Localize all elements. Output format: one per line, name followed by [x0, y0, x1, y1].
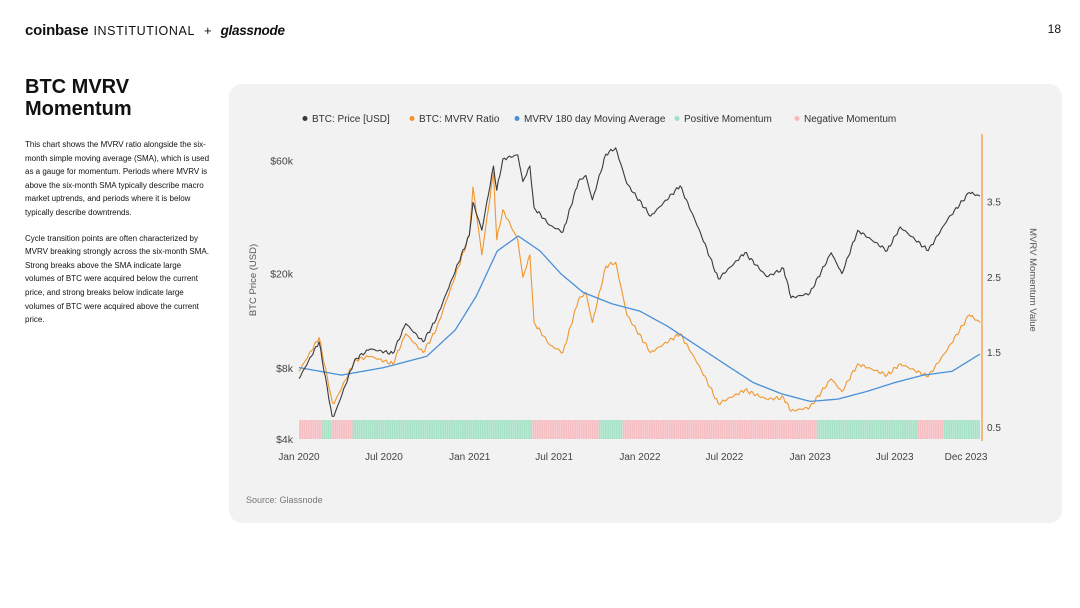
page-number: 18: [1047, 22, 1061, 36]
x-tick-label: Jan 2022: [619, 452, 661, 463]
x-tick-label: Jan 2023: [790, 452, 832, 463]
y-left-tick-label: $8k: [276, 363, 294, 375]
source-note: Source: Glassnode: [246, 495, 323, 505]
page-title: BTC MVRV Momentum: [25, 76, 132, 120]
mvrv-ratio-line: [298, 171, 981, 412]
positive-momentum-band: [944, 420, 980, 439]
chart-card: $4k $8k $20k $60k 0.5 1.5 2.5 3.5 Jan 2020 Jul 20…: [229, 84, 1062, 523]
y-left-tick-label: $4k: [276, 434, 294, 446]
brand-logo: coinbase: [25, 22, 89, 39]
positive-momentum-band: [352, 420, 533, 439]
legend-label: BTC: MVRV Ratio: [419, 114, 500, 125]
negative-momentum-band: [917, 420, 945, 439]
x-tick-label: Jul 2022: [705, 452, 743, 463]
positive-momentum-band: [816, 420, 918, 439]
y-left-tick-label: $60k: [270, 156, 294, 168]
negative-momentum-band: [532, 420, 599, 439]
plus-sign: +: [204, 23, 212, 38]
y-right-tick-label: 1.5: [987, 348, 1001, 359]
report-header: coinbase INSTITUTIONAL + glassnode: [25, 22, 285, 42]
partner-logo: glassnode: [220, 23, 285, 38]
legend-marker: [674, 116, 680, 121]
x-tick-label: Dec 2023: [945, 452, 988, 463]
positive-momentum-band: [322, 420, 332, 439]
x-tick-label: Jul 2021: [535, 452, 573, 463]
positive-momentum-band: [598, 420, 623, 439]
legend-marker: [514, 116, 520, 121]
y-left-tick-label: $20k: [270, 269, 294, 281]
btc-price-line: [298, 147, 981, 418]
y-left-axis-title: BTC Price (USD): [248, 244, 259, 316]
x-tick-label: Jul 2023: [876, 452, 914, 463]
description-paragraph-2: Cycle transition points are often charac…: [25, 233, 209, 325]
mvrv-sma-line: [298, 235, 981, 403]
legend-label: BTC: Price [USD]: [312, 114, 390, 125]
negative-momentum-band: [299, 420, 323, 439]
legend-marker: [409, 116, 415, 121]
negative-momentum-band: [331, 420, 353, 439]
x-tick-label: Jul 2020: [365, 452, 403, 463]
x-tick-label: Jan 2020: [278, 452, 320, 463]
legend-label: Positive Momentum: [684, 114, 772, 125]
x-tick-label: Jan 2021: [449, 452, 491, 463]
description-paragraph-1: This chart shows the MVRV ratio alongsid…: [25, 140, 210, 217]
y-right-tick-label: 3.5: [987, 198, 1001, 209]
negative-momentum-band: [622, 420, 817, 439]
legend-marker: [794, 116, 800, 121]
mvrv-momentum-chart: $4k $8k $20k $60k 0.5 1.5 2.5 3.5 Jan 2020 Jul 20…: [248, 114, 1038, 463]
y-right-tick-label: 2.5: [987, 273, 1001, 284]
legend-label: MVRV 180 day Moving Average: [524, 114, 666, 125]
legend-marker: [302, 116, 308, 121]
brand-subtitle: INSTITUTIONAL: [93, 24, 195, 38]
legend-label: Negative Momentum: [804, 114, 896, 125]
y-right-tick-label: 0.5: [987, 423, 1001, 434]
chart-description: This chart shows the MVRV ratio alongsid…: [25, 138, 210, 339]
y-right-axis-title: MVRV Momentum Value: [1027, 228, 1038, 332]
